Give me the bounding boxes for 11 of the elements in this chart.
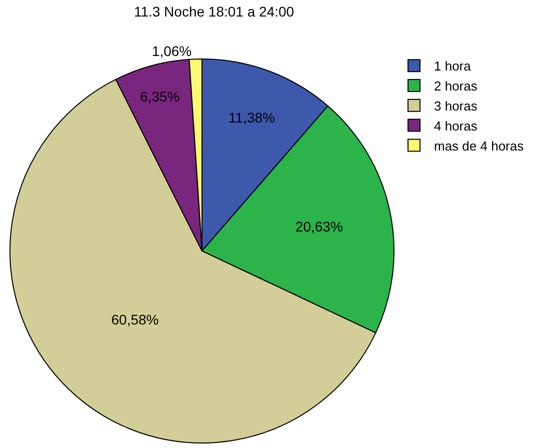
legend-label: 4 horas [434,118,478,134]
legend-label: 2 horas [434,78,478,94]
data-label: 60,58% [111,312,159,328]
data-label: 1,06% [152,43,192,60]
data-label: 20,63% [295,218,343,234]
chart-title: 11.3 Noche 18:01 a 24:00 [134,4,294,20]
legend-label: 3 horas [434,98,478,114]
legend-label: 1 hora [434,58,472,74]
data-label: 6,35% [140,88,180,104]
data-label: 11,38% [228,110,275,126]
legend-label: mas de 4 horas [434,138,524,154]
